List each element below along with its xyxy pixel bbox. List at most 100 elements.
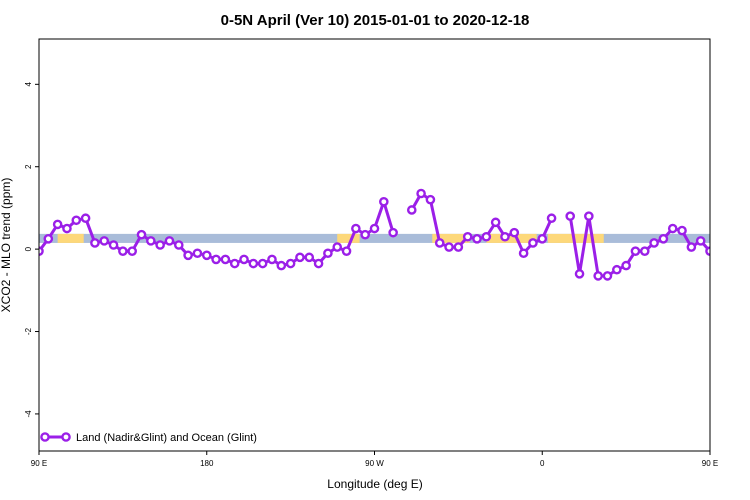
data-point bbox=[574, 269, 585, 279]
data-point bbox=[183, 250, 193, 261]
data-point bbox=[593, 271, 603, 281]
data-point bbox=[360, 229, 370, 240]
data-point bbox=[425, 194, 436, 205]
data-point bbox=[406, 205, 417, 215]
x-tick-label: 90 E bbox=[31, 459, 47, 468]
data-point bbox=[744, 217, 750, 224]
data-point bbox=[192, 248, 203, 259]
data-point bbox=[136, 229, 147, 240]
series-layer bbox=[39, 188, 750, 281]
x-axis-label: Longitude (deg E) bbox=[327, 477, 422, 491]
data-point bbox=[639, 246, 650, 256]
y-tick-label: 2 bbox=[24, 164, 33, 169]
legend-marker-left bbox=[40, 432, 50, 442]
data-point bbox=[285, 258, 296, 269]
y-axis: -4 -2 0 2 4 bbox=[24, 82, 39, 418]
data-point bbox=[323, 248, 333, 259]
data-point bbox=[537, 234, 548, 244]
data-point bbox=[267, 254, 277, 265]
data-point bbox=[658, 234, 669, 244]
data-point bbox=[108, 240, 119, 250]
band-land-segment bbox=[486, 233, 537, 243]
data-point bbox=[621, 260, 631, 271]
data-point bbox=[686, 242, 697, 252]
x-tick-label: 180 bbox=[200, 459, 214, 468]
band-land-segment bbox=[725, 234, 750, 243]
legend-label: Land (Nadir&Glint) and Ocean (Glint) bbox=[76, 432, 257, 444]
data-point bbox=[295, 252, 305, 263]
data-point bbox=[565, 211, 576, 221]
data-point bbox=[52, 219, 63, 230]
data-point bbox=[509, 227, 520, 238]
y-tick-label: 0 bbox=[24, 246, 33, 251]
data-point bbox=[695, 236, 706, 246]
legend: Land (Nadir&Glint) and Ocean (Glint) bbox=[40, 432, 257, 444]
data-point bbox=[602, 271, 613, 281]
legend-marker-right bbox=[61, 432, 71, 442]
data-point bbox=[584, 211, 594, 221]
data-point bbox=[612, 264, 622, 275]
y-tick-label: -4 bbox=[24, 410, 33, 418]
data-point bbox=[472, 234, 482, 244]
data-point bbox=[229, 258, 240, 269]
data-point bbox=[716, 235, 723, 242]
band-land-segment bbox=[432, 233, 470, 243]
x-axis: 90 E 180 90 W 0 90 E bbox=[31, 451, 718, 468]
chart-title: 0-5N April (Ver 10) 2015-01-01 to 2020-1… bbox=[221, 12, 530, 29]
data-point bbox=[369, 223, 380, 234]
data-point bbox=[462, 231, 473, 242]
data-point bbox=[90, 238, 100, 248]
band-land-segment bbox=[337, 233, 360, 243]
data-point bbox=[313, 258, 324, 269]
data-point bbox=[146, 236, 156, 246]
data-point bbox=[379, 196, 389, 207]
data-point bbox=[155, 240, 165, 250]
data-point bbox=[248, 258, 259, 269]
data-point bbox=[304, 252, 315, 263]
data-point bbox=[518, 248, 529, 259]
data-point bbox=[276, 260, 287, 271]
plot-frame bbox=[38, 38, 711, 452]
data-point bbox=[667, 223, 678, 234]
y-tick-label: 4 bbox=[24, 82, 33, 87]
data-point bbox=[211, 254, 221, 265]
data-point bbox=[546, 213, 557, 224]
data-point bbox=[453, 242, 464, 252]
y-axis-label: XCO2 - MLO trend (ppm) bbox=[0, 178, 13, 313]
data-point bbox=[725, 221, 732, 228]
data-point bbox=[332, 242, 343, 252]
x-tick-label: 0 bbox=[540, 459, 545, 468]
data-point bbox=[351, 223, 361, 234]
data-point bbox=[71, 215, 82, 226]
data-point bbox=[173, 240, 184, 250]
x-tick-label: 90 W bbox=[365, 459, 384, 468]
data-point bbox=[528, 238, 538, 248]
data-point bbox=[649, 238, 659, 248]
data-point bbox=[43, 234, 54, 244]
data-point bbox=[388, 227, 398, 238]
data-point bbox=[257, 258, 268, 269]
data-point bbox=[220, 254, 231, 265]
reference-band bbox=[39, 233, 750, 243]
data-point bbox=[416, 188, 426, 199]
y-tick-label: -2 bbox=[24, 327, 33, 335]
data-point bbox=[99, 236, 110, 246]
band-land-segment bbox=[547, 233, 604, 243]
data-point bbox=[705, 246, 710, 256]
data-point bbox=[734, 225, 741, 232]
data-point bbox=[481, 231, 492, 242]
data-point bbox=[118, 246, 128, 256]
data-point bbox=[201, 250, 212, 261]
data-point bbox=[444, 242, 454, 252]
data-point bbox=[239, 254, 249, 265]
x-tick-label: 90 E bbox=[702, 459, 718, 468]
data-point bbox=[80, 213, 91, 224]
data-point bbox=[630, 246, 641, 256]
data-point bbox=[62, 223, 72, 234]
data-point bbox=[434, 238, 445, 248]
data-point bbox=[127, 246, 137, 256]
data-point bbox=[341, 246, 352, 256]
band-land-segment bbox=[57, 233, 84, 243]
band-ocean bbox=[39, 233, 710, 243]
